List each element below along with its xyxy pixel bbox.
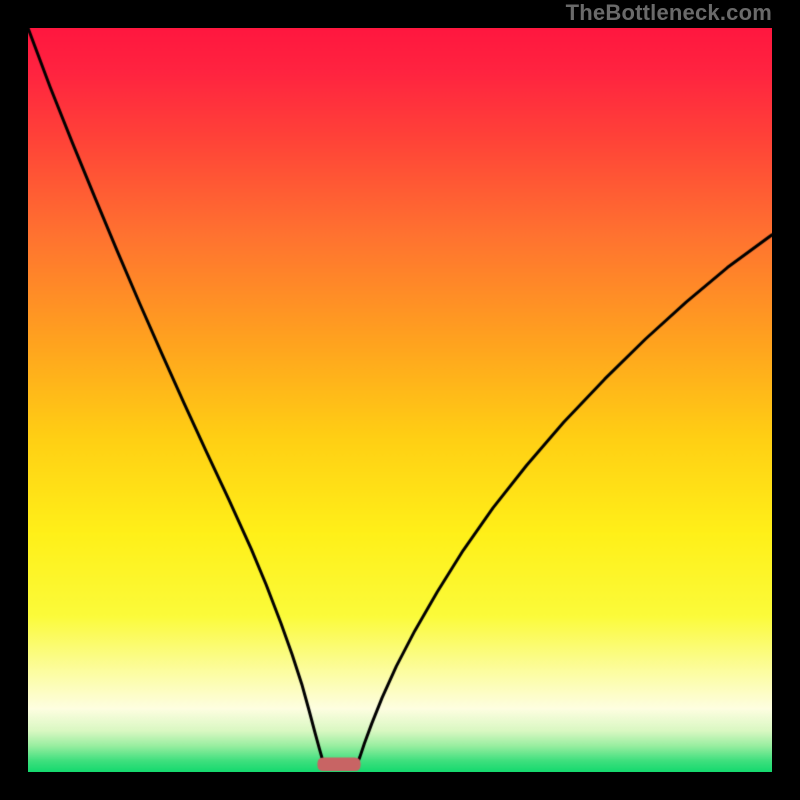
bottleneck-curve-chart	[28, 28, 772, 772]
plot-area	[28, 28, 772, 772]
chart-frame: TheBottleneck.com	[0, 0, 800, 800]
watermark-text: TheBottleneck.com	[566, 0, 772, 26]
